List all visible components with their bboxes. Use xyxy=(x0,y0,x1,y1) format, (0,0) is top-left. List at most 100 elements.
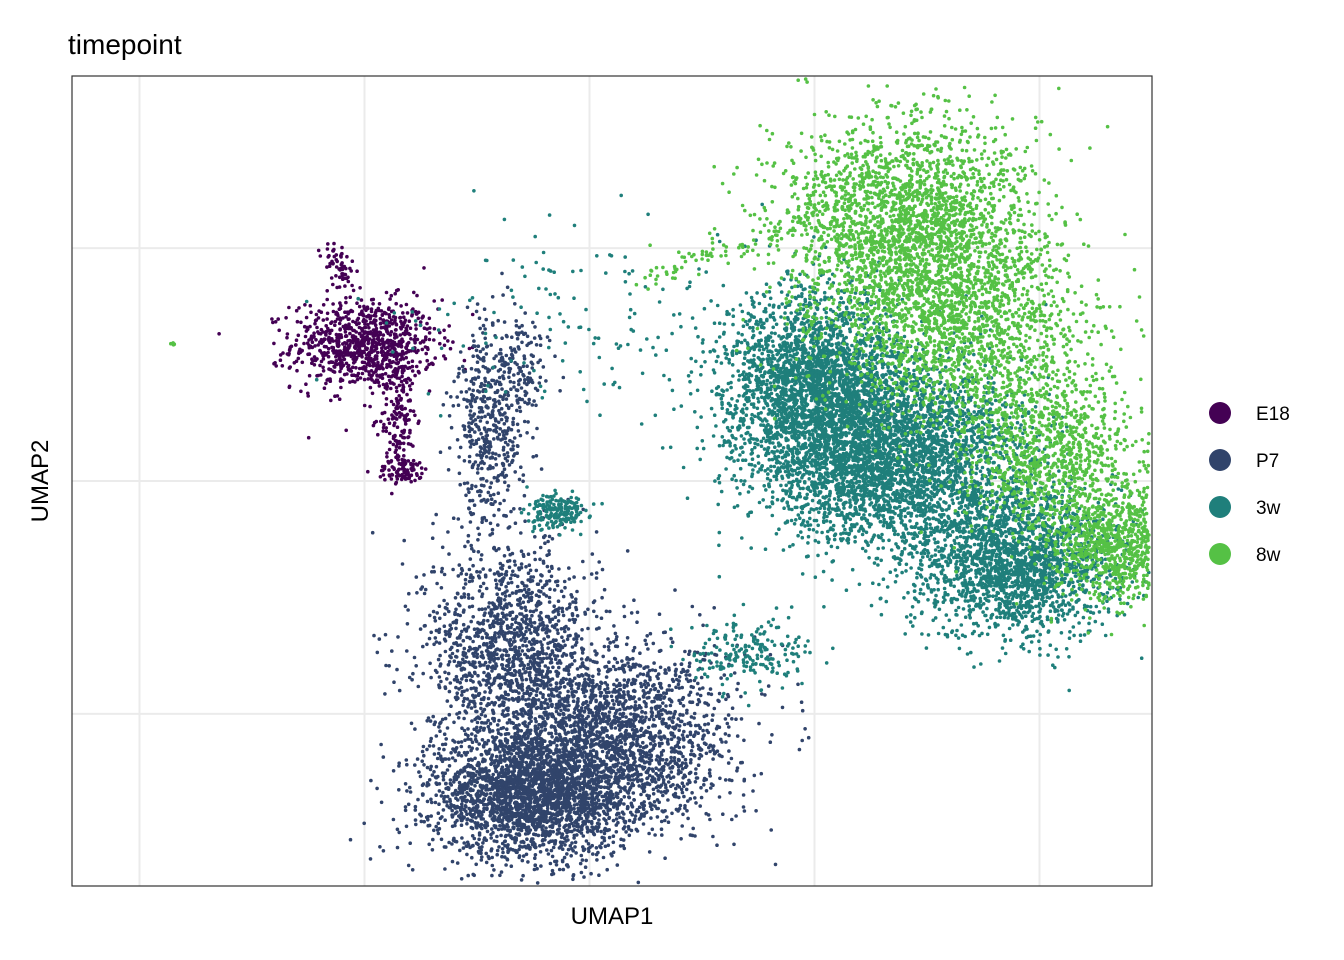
point xyxy=(393,416,398,421)
point xyxy=(519,791,523,796)
point xyxy=(442,637,447,641)
point xyxy=(528,578,532,582)
point xyxy=(557,823,562,828)
point xyxy=(451,738,455,743)
point xyxy=(492,546,496,550)
point xyxy=(611,840,616,845)
point xyxy=(423,587,428,592)
point xyxy=(522,788,527,793)
point xyxy=(568,724,573,729)
point xyxy=(361,367,366,371)
point xyxy=(326,346,331,351)
point xyxy=(462,775,467,779)
point xyxy=(532,788,536,792)
point xyxy=(333,394,337,399)
point xyxy=(557,820,562,825)
point xyxy=(538,557,542,562)
point xyxy=(497,800,502,804)
point xyxy=(475,821,480,825)
point xyxy=(493,701,498,705)
point xyxy=(449,704,453,708)
point xyxy=(507,782,511,786)
point xyxy=(520,780,525,784)
point xyxy=(549,803,554,807)
point xyxy=(309,310,313,315)
point xyxy=(580,628,584,632)
point xyxy=(369,778,373,783)
point xyxy=(448,797,452,802)
point xyxy=(477,831,482,835)
point xyxy=(332,247,336,252)
point xyxy=(316,330,320,334)
point xyxy=(538,817,543,822)
point xyxy=(563,629,567,634)
point xyxy=(306,394,311,398)
point xyxy=(463,582,468,586)
point xyxy=(391,402,396,407)
point xyxy=(371,302,375,306)
point xyxy=(550,820,554,824)
point xyxy=(402,462,407,467)
point xyxy=(481,567,486,571)
point xyxy=(353,338,358,343)
point xyxy=(466,733,470,738)
point xyxy=(362,360,367,365)
point xyxy=(567,577,572,581)
point xyxy=(401,357,406,361)
point xyxy=(387,378,392,383)
point xyxy=(316,373,321,378)
point xyxy=(501,824,506,828)
point xyxy=(410,381,415,386)
point xyxy=(518,602,522,606)
point xyxy=(469,737,473,742)
point xyxy=(480,813,484,817)
point xyxy=(387,461,391,465)
point xyxy=(443,794,447,799)
point xyxy=(547,549,551,553)
point xyxy=(375,786,379,791)
point xyxy=(467,346,472,351)
point xyxy=(618,844,623,848)
point xyxy=(348,342,352,347)
point xyxy=(408,332,412,337)
point xyxy=(475,720,480,725)
point xyxy=(599,616,604,620)
point xyxy=(433,800,438,805)
point xyxy=(495,834,499,839)
point xyxy=(344,276,349,281)
point xyxy=(524,636,529,641)
point xyxy=(522,691,526,696)
point xyxy=(624,830,628,834)
point xyxy=(583,865,588,869)
point xyxy=(447,840,451,845)
point xyxy=(362,325,367,330)
point xyxy=(346,353,350,357)
point xyxy=(445,602,450,606)
point xyxy=(503,732,508,736)
point xyxy=(553,623,558,627)
point xyxy=(565,852,569,856)
point xyxy=(397,410,402,415)
point xyxy=(522,784,526,788)
point xyxy=(517,832,521,836)
point xyxy=(655,815,660,819)
point xyxy=(559,835,564,840)
point xyxy=(425,358,430,363)
point xyxy=(555,628,560,632)
point xyxy=(556,619,561,623)
point xyxy=(332,370,337,374)
point xyxy=(546,646,550,650)
point xyxy=(448,346,453,351)
point xyxy=(482,769,487,774)
point xyxy=(469,619,474,624)
point xyxy=(477,621,482,626)
point xyxy=(447,324,452,328)
point xyxy=(568,758,572,762)
point xyxy=(591,852,595,856)
point xyxy=(412,655,417,660)
point xyxy=(423,467,428,471)
point xyxy=(563,843,567,847)
point xyxy=(434,793,439,797)
point xyxy=(567,566,571,570)
